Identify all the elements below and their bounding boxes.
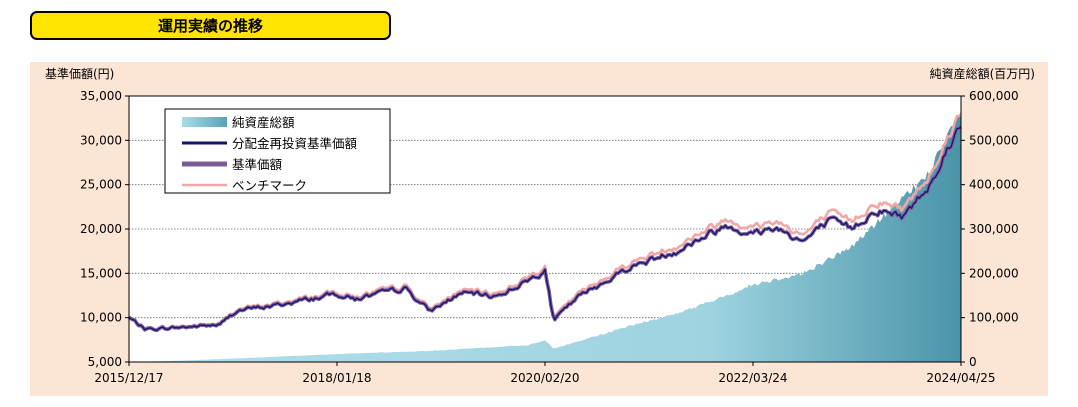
section-title: 運用実績の推移 bbox=[30, 11, 391, 40]
legend-swatch-aum bbox=[182, 117, 227, 127]
legend-label-nav: 基準価額 bbox=[232, 157, 283, 172]
legend-label-benchmark: ベンチマーク bbox=[232, 178, 307, 193]
y-right-tick-label: 200,000 bbox=[969, 266, 1019, 280]
legend-label-reinvested: 分配金再投資基準価額 bbox=[232, 136, 358, 151]
legend-label-aum: 純資産総額 bbox=[232, 115, 295, 130]
y-left-tick-label: 20,000 bbox=[80, 222, 122, 236]
y-left-tick-label: 10,000 bbox=[80, 311, 122, 325]
y-left-tick-label: 30,000 bbox=[80, 133, 122, 147]
y-left-tick-label: 25,000 bbox=[80, 178, 122, 192]
x-tick-label: 2022/03/24 bbox=[718, 371, 787, 385]
y-right-label: 純資産総額(百万円) bbox=[930, 66, 1035, 81]
chart-panel: 基準価額(円) 純資産総額(百万円) 5,000 10,000 15,000 20,0… bbox=[30, 62, 1048, 396]
y-right-ticks: 0 100,000 200,000 300,000 400,000 500,000 600,… bbox=[961, 89, 1019, 369]
chart: 基準価額(円) 純資産総額(百万円) 5,000 10,000 15,000 20,0… bbox=[45, 66, 1035, 385]
x-tick-label: 2024/04/25 bbox=[926, 371, 995, 385]
y-right-tick-label: 500,000 bbox=[969, 133, 1019, 147]
y-right-tick-label: 300,000 bbox=[969, 222, 1019, 236]
y-right-tick-label: 400,000 bbox=[969, 178, 1019, 192]
y-left-tick-label: 5,000 bbox=[88, 355, 122, 369]
x-tick-label: 2018/01/18 bbox=[302, 371, 371, 385]
x-tick-label: 2020/02/20 bbox=[510, 371, 579, 385]
y-left-tick-label: 35,000 bbox=[80, 89, 122, 103]
reinvested-nav-line bbox=[128, 126, 962, 332]
y-right-tick-label: 100,000 bbox=[969, 311, 1019, 325]
y-left-label: 基準価額(円) bbox=[45, 66, 114, 81]
x-tick-label: 2015/12/17 bbox=[94, 371, 163, 385]
y-left-ticks: 5,000 10,000 15,000 20,000 25,000 30,000 35,00… bbox=[80, 89, 129, 369]
y-left-tick-label: 15,000 bbox=[80, 266, 122, 280]
y-right-tick-label: 600,000 bbox=[969, 89, 1019, 103]
legend: 純資産総額 分配金再投資基準価額 基準価額 ベンチマーク bbox=[164, 108, 391, 194]
y-right-tick-label: 0 bbox=[969, 355, 977, 369]
aum-area bbox=[129, 111, 961, 362]
x-ticks: 2015/12/17 2018/01/18 2020/02/20 2022/03/24… bbox=[94, 362, 996, 385]
